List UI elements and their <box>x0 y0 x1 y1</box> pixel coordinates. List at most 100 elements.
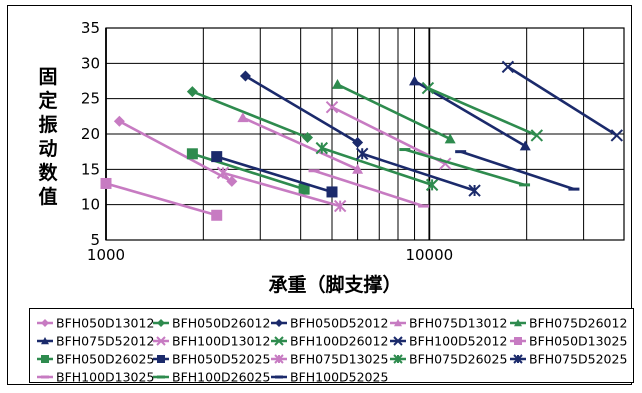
marker-diamond <box>239 70 251 82</box>
marker-diamond <box>226 175 238 187</box>
marker-square <box>326 186 338 198</box>
y-axis-label-char: 动 <box>38 138 57 160</box>
series-line <box>336 83 451 141</box>
marker-triangle <box>41 337 49 345</box>
marker-cross <box>421 81 435 95</box>
legend-item: BFH075D26012 <box>510 316 627 331</box>
marker-square <box>41 355 49 363</box>
marker-triangle <box>237 112 249 123</box>
y-tick-label: 30 <box>81 54 100 72</box>
legend-item: BFH100D52012 <box>390 334 507 349</box>
legend-label: BFH075D13012 <box>409 316 507 331</box>
marker-triangle <box>409 75 421 86</box>
legend-item: BFH100D26012 <box>271 334 388 349</box>
series-line <box>118 120 233 183</box>
legend-item: BFH050D13025 <box>510 334 627 349</box>
marker-star <box>315 141 329 155</box>
legend-item: BFH050D26012 <box>153 316 270 331</box>
x-tick-label: 1000 <box>87 246 125 264</box>
y-axis-label-char: 固 <box>38 66 57 88</box>
marker-triangle <box>332 79 344 89</box>
series-line <box>313 169 425 208</box>
legend-label: BFH075D52012 <box>56 334 154 349</box>
marker-star <box>274 354 284 364</box>
marker-triangle <box>352 163 364 174</box>
series-line <box>222 171 341 208</box>
series-line <box>216 155 333 194</box>
y-tick-label: 15 <box>81 160 100 178</box>
series-line <box>404 148 525 187</box>
marker-star <box>216 166 230 180</box>
series-line <box>427 86 538 137</box>
legend-box <box>29 308 634 383</box>
series-line <box>242 116 359 171</box>
y-axis-label-char: 定 <box>38 89 57 112</box>
marker-star <box>355 147 369 160</box>
legend-item: BFH100D13012 <box>153 334 270 349</box>
y-tick-label: 5 <box>90 231 100 249</box>
legend-item: BFH075D13025 <box>271 352 388 367</box>
marker-star <box>468 184 481 197</box>
legend-label: BFH050D52025 <box>172 352 270 367</box>
marker-cross <box>325 100 339 114</box>
marker-diamond <box>41 319 49 327</box>
marker-cross <box>610 129 624 142</box>
series-BFH075D13012 <box>237 112 364 174</box>
legend-item: BFH075D13012 <box>390 316 507 331</box>
series-BFH050D26025 <box>186 148 310 195</box>
series-BFH075D52025 <box>355 147 481 197</box>
legend-item: BFH100D26025 <box>153 370 270 385</box>
legend-item: BFH050D26025 <box>37 352 154 367</box>
legend-label: BFH100D13025 <box>56 370 154 385</box>
y-tick-label: 20 <box>81 125 100 143</box>
series-line <box>191 90 308 139</box>
marker-diamond <box>186 86 198 98</box>
marker-star <box>425 178 439 192</box>
legend-label: BFH075D26025 <box>409 352 507 367</box>
series-BFH050D52025 <box>211 151 338 198</box>
legend-label: BFH075D52025 <box>529 352 627 367</box>
marker-diamond <box>275 319 283 327</box>
series-line <box>321 146 433 187</box>
series-line <box>507 65 618 137</box>
x-tick-label: 10000 <box>405 246 453 264</box>
legend-item: BFH100D52025 <box>271 370 388 385</box>
marker-cross <box>501 60 515 74</box>
marker-triangle <box>444 133 456 144</box>
y-axis-label-char: 值 <box>38 185 57 208</box>
marker-cross <box>393 336 403 346</box>
y-axis-label-char: 振 <box>38 113 57 136</box>
marker-square <box>157 355 165 363</box>
series-line <box>361 152 475 192</box>
series-layer <box>100 60 624 221</box>
legend-label: BFH050D13025 <box>529 334 627 349</box>
marker-square <box>211 209 223 221</box>
series-line <box>331 105 446 165</box>
legend-label: BFH075D26012 <box>529 316 627 331</box>
series-BFH100D52012 <box>501 60 624 142</box>
series-BFH100D26012 <box>421 81 544 142</box>
series-BFH100D26025 <box>399 148 531 187</box>
marker-square <box>514 337 522 345</box>
legend-label: BFH075D13025 <box>290 352 388 367</box>
legend-label: BFH050D52012 <box>290 316 388 331</box>
legend-label: BFH100D26012 <box>290 334 388 349</box>
legend-label: BFH050D26012 <box>172 316 270 331</box>
legend-label: BFH100D52012 <box>409 334 507 349</box>
legend-label: BFH050D13012 <box>56 316 154 331</box>
series-line <box>460 150 575 191</box>
marker-diamond <box>352 136 364 148</box>
marker-triangle <box>394 319 402 327</box>
marker-square <box>211 151 223 163</box>
x-axis-label: 承重（脚支撑） <box>268 273 401 296</box>
series-BFH075D26012 <box>332 79 456 144</box>
series-BFH100D52025 <box>455 150 580 191</box>
marker-cross <box>156 336 166 346</box>
legend-item: BFH075D52012 <box>37 334 154 349</box>
grid <box>105 27 625 241</box>
marker-triangle <box>514 319 522 327</box>
y-tick-label: 10 <box>81 196 100 214</box>
legend-item: BFH050D52012 <box>271 316 388 331</box>
